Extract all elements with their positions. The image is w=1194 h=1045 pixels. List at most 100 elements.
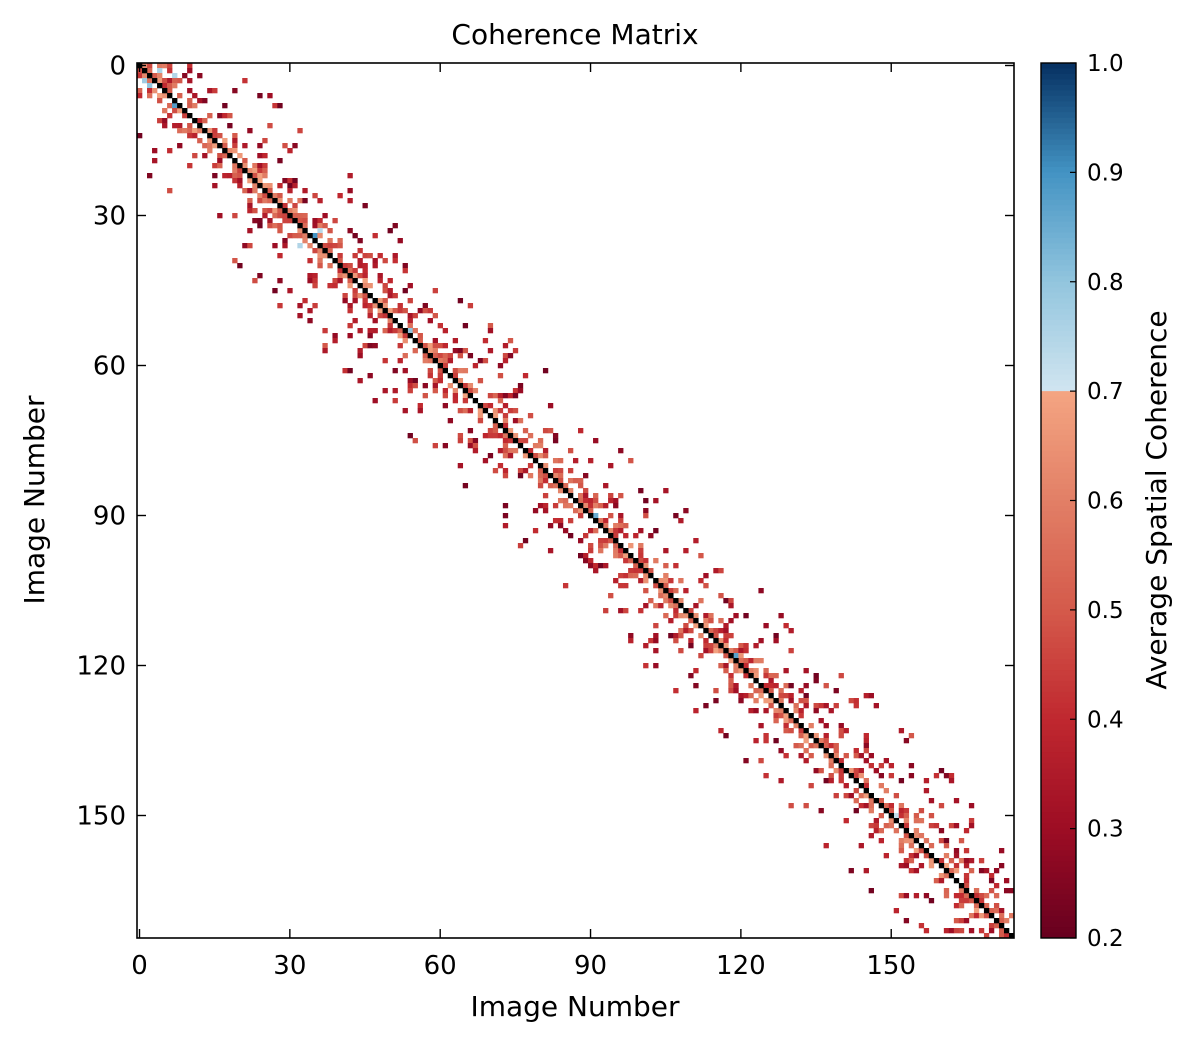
heatmap-cell	[983, 903, 990, 909]
colorbar-segment	[1041, 183, 1076, 190]
colorbar-tick-label: 0.9	[1087, 160, 1124, 186]
heatmap-cell	[562, 498, 569, 504]
heatmap-cell	[257, 93, 263, 99]
heatmap-cell	[317, 253, 323, 259]
heatmap-cell	[888, 818, 895, 824]
diagonal-cell	[1008, 933, 1015, 939]
heatmap-cell	[628, 573, 634, 579]
heatmap-cell	[648, 533, 654, 539]
diagonal-cell	[908, 833, 915, 839]
heatmap-cell	[452, 368, 459, 374]
heatmap-cell	[728, 633, 734, 639]
heatmap-cell	[252, 183, 258, 189]
heatmap-cell	[803, 748, 809, 754]
heatmap-cell	[347, 198, 353, 204]
heatmap-cell	[302, 213, 308, 219]
heatmap-cell	[778, 778, 784, 784]
heatmap-cell	[988, 878, 995, 884]
heatmap-cell	[412, 348, 418, 354]
heatmap-cell	[898, 893, 905, 899]
heatmap-cell	[653, 633, 659, 639]
heatmap-cell	[628, 543, 634, 549]
heatmap-cell	[232, 88, 238, 94]
heatmap-cell	[232, 138, 238, 144]
heatmap-cell	[683, 628, 689, 634]
heatmap-cell	[618, 513, 624, 519]
heatmap-cell	[282, 243, 288, 249]
colorbar-segment	[1041, 691, 1076, 698]
heatmap-cell	[978, 858, 985, 864]
colorbar-segment	[1041, 670, 1076, 676]
heatmap-cell	[643, 508, 649, 514]
heatmap-cell	[598, 503, 604, 509]
heatmap-cell	[187, 123, 193, 129]
heatmap-cell	[753, 643, 759, 649]
heatmap-cell	[583, 498, 589, 504]
diagonal-cell	[542, 468, 549, 474]
heatmap-cell	[953, 823, 960, 829]
colorbar-segment	[1041, 795, 1076, 802]
heatmap-cell	[578, 513, 584, 519]
heatmap-cell	[327, 228, 333, 234]
heatmap-cell	[713, 643, 719, 649]
heatmap-cell	[813, 673, 819, 679]
diagonal-cell	[918, 843, 925, 849]
heatmap-cell	[557, 478, 564, 484]
heatmap-cell	[693, 683, 699, 689]
heatmap-cell	[512, 388, 519, 394]
colorbar-segment	[1041, 84, 1076, 91]
colorbar-segment	[1041, 243, 1076, 250]
heatmap-cell	[347, 308, 353, 314]
diagonal-cell	[718, 643, 724, 649]
heatmap-cell	[447, 383, 454, 389]
heatmap-cell	[838, 733, 844, 739]
heatmap-cell	[312, 233, 318, 239]
heatmap-cell	[447, 358, 454, 364]
heatmap-cell	[618, 583, 624, 589]
heatmap-cell	[262, 208, 268, 214]
heatmap-cell	[252, 173, 258, 179]
heatmap-cell	[993, 908, 1000, 914]
heatmap-cell	[387, 293, 393, 299]
colorbar-segment	[1041, 675, 1076, 682]
heatmap-cell	[527, 448, 534, 454]
heatmap-cell	[753, 708, 759, 714]
heatmap-cell	[377, 278, 383, 284]
colorbar-segment	[1041, 445, 1076, 452]
heatmap-cell	[908, 868, 915, 874]
heatmap-cell	[367, 308, 373, 314]
heatmap-cell	[683, 613, 689, 619]
heatmap-cell	[297, 228, 303, 234]
diagonal-cell	[252, 178, 258, 184]
heatmap-cell	[638, 608, 644, 614]
heatmap-cell	[743, 673, 749, 679]
heatmap-cell	[522, 453, 529, 459]
heatmap-cell	[818, 768, 824, 774]
heatmap-cell	[552, 483, 559, 489]
heatmap-cell	[608, 498, 614, 504]
heatmap-cell	[287, 183, 293, 189]
heatmap-cell	[162, 63, 168, 69]
heatmap-cell	[422, 358, 428, 364]
diagonal-cell	[888, 813, 895, 819]
heatmap-cell	[142, 73, 148, 79]
heatmap-cell	[262, 193, 268, 199]
heatmap-cell	[327, 248, 333, 254]
heatmap-cell	[648, 568, 654, 574]
heatmap-cell	[422, 353, 428, 359]
heatmap-cell	[402, 333, 408, 339]
heatmap-cell	[803, 803, 809, 809]
heatmap-cell	[908, 858, 915, 864]
diagonal-cell	[317, 243, 323, 249]
heatmap-cell	[1008, 913, 1015, 919]
heatmap-cell	[452, 388, 459, 394]
diagonal-cell	[713, 638, 719, 644]
heatmap-cell	[683, 548, 689, 554]
heatmap-cell	[893, 908, 900, 914]
heatmap-cell	[908, 843, 915, 849]
heatmap-cell	[347, 303, 353, 309]
heatmap-cell	[903, 838, 910, 844]
heatmap-cell	[297, 128, 303, 134]
heatmap-cell	[497, 398, 504, 404]
heatmap-cell	[542, 503, 549, 509]
